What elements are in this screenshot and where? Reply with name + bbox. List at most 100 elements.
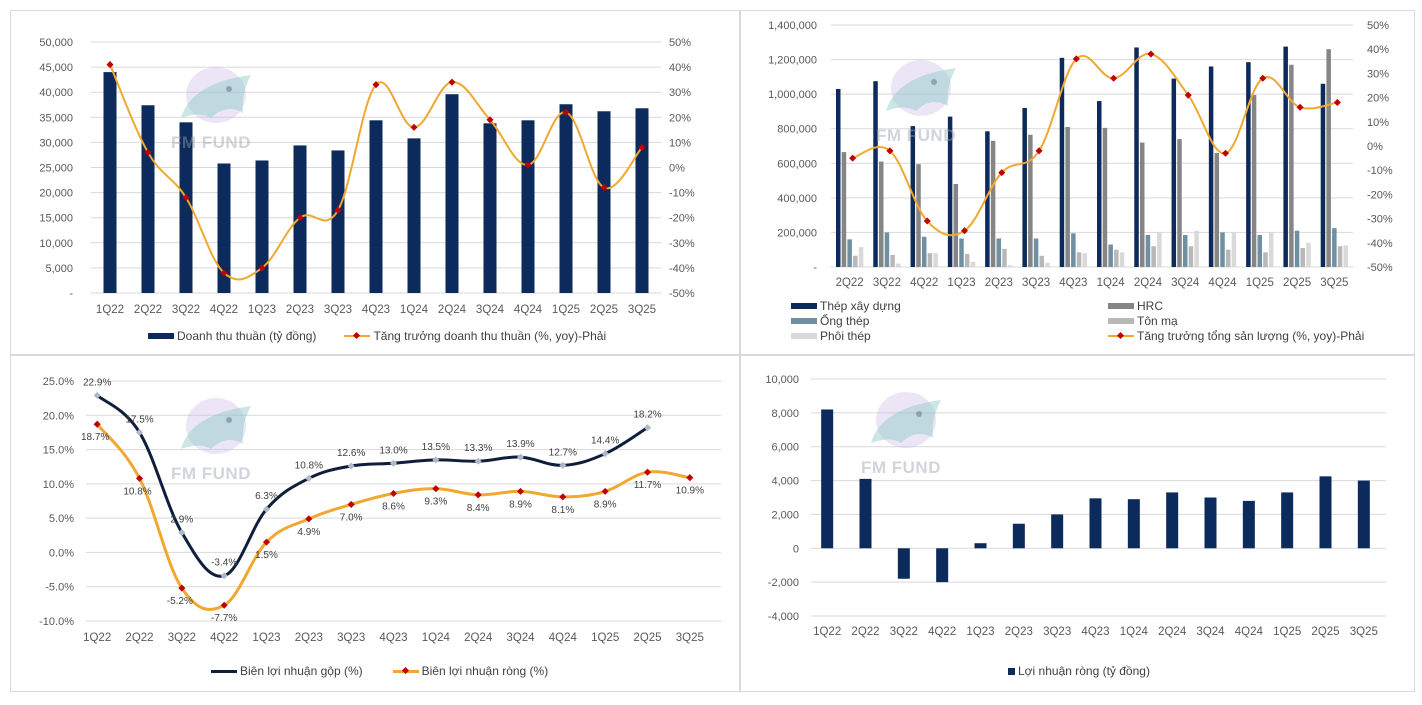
legend-bar-swatch-icon xyxy=(1108,318,1134,324)
volume-bar-2 xyxy=(959,238,964,267)
net-margin-point xyxy=(347,500,355,508)
y-right-tick-label: 0% xyxy=(1367,141,1383,153)
y-tick-label: 0 xyxy=(793,543,799,555)
volume-bar-0 xyxy=(835,88,841,267)
x-tick-label: 4Q24 xyxy=(514,304,543,316)
revenue-growth-point xyxy=(334,206,342,214)
gross-margin-data-label: 13.3% xyxy=(464,443,492,454)
gross-margin-point xyxy=(262,505,271,513)
net-margin-data-label: 10.9% xyxy=(676,486,704,497)
net-profit-bar xyxy=(859,478,872,549)
legend-bar-swatch-icon xyxy=(791,318,817,324)
gross-margin-data-label: 17.5% xyxy=(125,414,153,425)
gross-margin-data-label: -3.4% xyxy=(211,558,237,569)
net-margin-data-label: 8.6% xyxy=(382,501,405,512)
y-tick-label: 10.0% xyxy=(43,479,74,491)
revenue-bar xyxy=(483,123,497,293)
volume-chart-panel: - 200,000 400,000 600,000 800,000 1,000,000 1,… xyxy=(740,10,1415,355)
volume-bar-0 xyxy=(873,81,878,267)
gross-margin-point xyxy=(474,457,482,465)
volume-bar-2 xyxy=(1332,228,1337,267)
revenue-growth-point xyxy=(562,108,570,116)
net-profit-bar xyxy=(1319,476,1332,549)
volume-bar-2 xyxy=(1145,235,1151,267)
net-margin-point xyxy=(516,487,525,495)
revenue-bar xyxy=(179,122,193,293)
volume-bar-2 xyxy=(1071,233,1076,267)
volume-bar-1 xyxy=(1139,142,1145,267)
y-left-tick-label: - xyxy=(813,262,817,274)
volume-growth-point xyxy=(998,169,1006,177)
x-tick-label: 1Q25 xyxy=(552,304,580,316)
y-right-tick-label: -30% xyxy=(669,238,695,250)
y-left-tick-label: 35,000 xyxy=(39,112,73,124)
x-tick-label: 1Q24 xyxy=(1120,626,1149,638)
y-right-tick-label: -30% xyxy=(1367,214,1393,226)
gross-margin-data-label: 22.9% xyxy=(83,377,111,388)
volume-bar-1 xyxy=(1102,127,1108,267)
net-margin-point xyxy=(432,485,440,493)
net-margin-data-label: 18.7% xyxy=(81,432,109,443)
net-profit-legend: Lợi nhuận ròng (tỷ đồng) xyxy=(1008,664,1150,678)
gross-margin-point xyxy=(135,428,144,436)
x-tick-label: 4Q23 xyxy=(362,304,390,316)
y-right-tick-label: -50% xyxy=(669,288,695,300)
volume-bar-4 xyxy=(1231,232,1237,267)
legend-bar-swatch-icon xyxy=(148,333,174,339)
volume-growth-point xyxy=(1147,50,1155,58)
gross-margin-data-label: 13.0% xyxy=(379,445,407,456)
volume-chart: - 200,000 400,000 600,000 800,000 1,000,000 1,… xyxy=(768,20,1393,289)
y-left-tick-label: 5,000 xyxy=(45,263,73,275)
y-right-tick-label: -20% xyxy=(1367,189,1393,201)
y-left-tick-label: 25,000 xyxy=(39,163,73,175)
legend-label: Tăng trưởng tổng sản lượng (%, yoy)-Phải xyxy=(1137,329,1365,343)
legend-label: HRC xyxy=(1137,299,1163,313)
x-tick-label: 3Q25 xyxy=(1350,626,1378,638)
y-left-tick-label: 40,000 xyxy=(39,87,73,99)
volume-bar-2 xyxy=(1294,230,1300,267)
y-right-tick-label: -10% xyxy=(1367,165,1393,177)
y-right-tick-label: 40% xyxy=(1367,44,1389,56)
y-tick-label: -4,000 xyxy=(768,611,799,623)
x-tick-label: 1Q25 xyxy=(591,632,619,644)
revenue-growth-point xyxy=(258,264,266,272)
net-profit-bar xyxy=(821,409,834,549)
net-margin-data-label: 1.5% xyxy=(255,550,278,561)
gross-margin-data-label: 12.7% xyxy=(549,447,577,458)
y-tick-label: -5.0% xyxy=(45,582,74,594)
volume-bar-0 xyxy=(1246,62,1251,267)
x-tick-label: 3Q24 xyxy=(1171,277,1200,289)
legend-bar-swatch-icon xyxy=(791,333,817,339)
legend-line-swatch-icon xyxy=(1108,335,1134,337)
net-margin-point xyxy=(178,584,186,592)
y-right-tick-label: 50% xyxy=(1367,20,1389,32)
x-tick-label: 3Q25 xyxy=(676,632,704,644)
net-margin-point xyxy=(559,493,567,501)
revenue-bar xyxy=(559,104,573,293)
volume-bar-1 xyxy=(878,161,884,267)
volume-growth-point xyxy=(849,154,857,162)
y-left-tick-label: 1,200,000 xyxy=(768,55,817,67)
volume-bar-4 xyxy=(896,263,901,267)
margins-chart-panel: -10.0% -5.0% 0.0% 5.0% 10.0% 15.0% 20.0% 25.0% 1… xyxy=(10,355,740,692)
gross-margin-point xyxy=(178,529,186,537)
legend-item-volume-growth: Tăng trưởng tổng sản lượng (%, yoy)-Phải xyxy=(1108,329,1364,343)
volume-bar-1 xyxy=(953,184,959,267)
x-tick-label: 3Q23 xyxy=(337,632,365,644)
volume-bar-3 xyxy=(1114,249,1119,267)
gross-margin-point xyxy=(601,450,609,458)
volume-bar-2 xyxy=(1220,232,1225,267)
legend-bar-swatch-icon xyxy=(1108,303,1134,309)
volume-bar-3 xyxy=(927,253,933,267)
volume-bar-1 xyxy=(1251,95,1257,267)
net-profit-bar xyxy=(1281,492,1294,549)
net-profit-bar xyxy=(1051,514,1064,549)
revenue-growth-point xyxy=(144,148,152,156)
volume-bar-3 xyxy=(1300,247,1306,267)
x-tick-label: 4Q22 xyxy=(928,626,956,638)
x-tick-label: 4Q23 xyxy=(379,632,407,644)
volume-bar-0 xyxy=(947,116,953,267)
x-tick-label: 4Q23 xyxy=(1081,626,1109,638)
legend-label-revenue-growth: Tăng trưởng doanh thu thuần (%, yoy)-Phả… xyxy=(373,329,607,343)
revenue-chart: - 5,000 10,000 15,000 20,000 25,000 30,000 35,0… xyxy=(39,37,695,316)
